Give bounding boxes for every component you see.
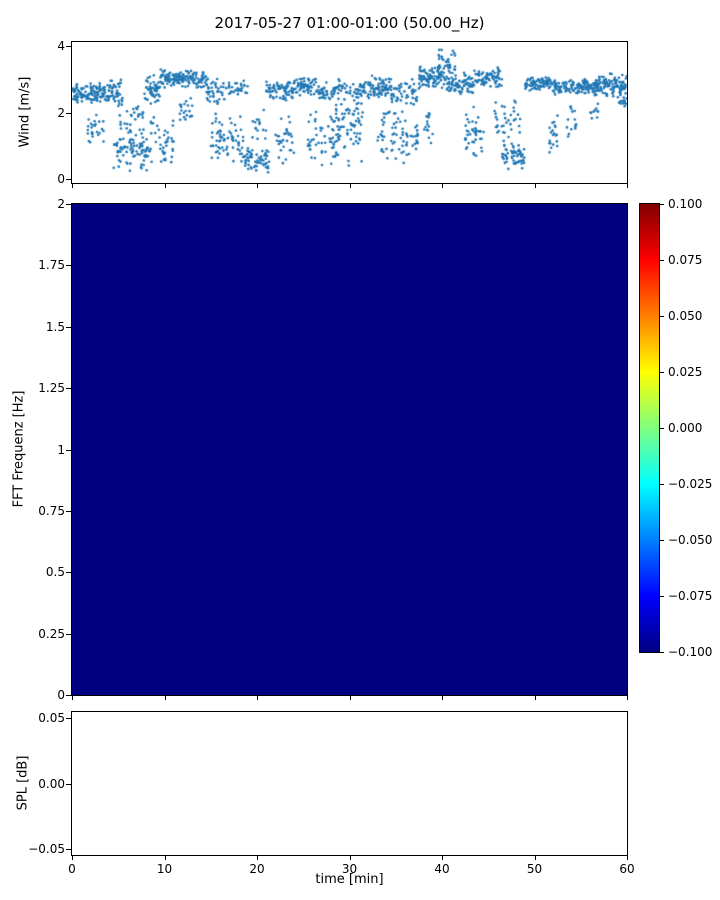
- fft-ytick-3-label: 1.25: [38, 381, 65, 396]
- wind-x-tick-5-mark: [534, 184, 536, 188]
- wind-x-tick-1-mark: [164, 184, 166, 188]
- spl-ytick-0-mark: [66, 717, 71, 719]
- colorbar-tick-7-label: −0.075: [668, 589, 713, 603]
- fft-ytick-0-mark: [66, 204, 71, 205]
- wind-ytick-0-label: 4: [57, 39, 65, 54]
- x-axis-label: time [min]: [315, 872, 384, 887]
- wind-axes: [71, 41, 628, 184]
- x-tick-3-label: 30: [341, 862, 358, 876]
- colorbar-tick-0-mark: [660, 204, 664, 205]
- colorbar-tick-2-label: 0.050: [668, 309, 703, 323]
- colorbar-tick-8-label: −0.100: [668, 645, 713, 659]
- fft-x-tick-3-mark: [349, 696, 351, 700]
- fft-ytick-7-label: 0.25: [38, 626, 65, 641]
- x-tick-5-mark: [534, 856, 536, 860]
- fft-ytick-5-label: 0.75: [38, 503, 65, 518]
- colorbar-tick-7-mark: [660, 596, 664, 597]
- fft-ytick-1-label: 1.75: [38, 258, 65, 273]
- x-tick-5-label: 50: [526, 862, 543, 876]
- x-tick-4-mark: [442, 856, 443, 860]
- colorbar-tick-5-mark: [660, 484, 664, 485]
- wind-x-tick-0-mark: [72, 184, 73, 188]
- fft-x-tick-5-mark: [534, 696, 536, 700]
- x-tick-0-mark: [72, 856, 73, 860]
- fft-ytick-1-mark: [66, 265, 71, 267]
- wind-ytick-1-mark: [66, 112, 71, 114]
- fft-ytick-3-mark: [66, 388, 71, 390]
- fft-ytick-2-label: 1.5: [45, 319, 65, 334]
- x-tick-1-label: 10: [156, 862, 173, 876]
- fft-ytick-7-mark: [66, 633, 71, 635]
- fft-ytick-4-mark: [66, 449, 71, 451]
- wind-ytick-2-mark: [66, 178, 71, 180]
- spl-ytick-0-label: 0.05: [38, 710, 65, 725]
- wind-ytick-2-label: 0: [57, 171, 65, 186]
- colorbar-tick-1-mark: [660, 260, 664, 261]
- colorbar-tick-8-mark: [660, 652, 664, 653]
- x-tick-6-label: 60: [619, 862, 635, 876]
- wind-x-tick-4-mark: [442, 184, 443, 188]
- colorbar-tick-6-mark: [660, 540, 664, 541]
- x-tick-3-mark: [349, 856, 351, 860]
- colorbar-tick-0-label: 0.100: [668, 197, 703, 211]
- spl-ytick-2-label: −0.05: [28, 842, 65, 857]
- fft-ytick-8-label: 0: [57, 688, 65, 702]
- colorbar-tick-1-label: 0.075: [668, 253, 703, 267]
- fft-spectrogram: [71, 203, 628, 696]
- fft-x-tick-1-mark: [164, 696, 166, 700]
- wind-ytick-1-label: 2: [57, 105, 65, 120]
- x-tick-4-label: 40: [434, 862, 450, 876]
- fft-ytick-5-mark: [66, 510, 71, 512]
- wind-x-tick-6-mark: [627, 184, 628, 188]
- colorbar-tick-6-label: −0.050: [668, 533, 713, 547]
- x-tick-1-mark: [164, 856, 166, 860]
- x-tick-2-label: 20: [249, 862, 265, 876]
- spl-ytick-1-mark: [66, 783, 71, 785]
- x-tick-2-mark: [257, 856, 258, 860]
- spl-ytick-2-mark: [66, 849, 71, 851]
- spl-ytick-1-label: 0.00: [38, 776, 65, 791]
- fft-x-tick-4-mark: [442, 696, 443, 700]
- figure-title: 2017-05-27 01:00-01:00 (50.00_Hz): [214, 14, 485, 32]
- fft-x-tick-2-mark: [257, 696, 258, 700]
- colorbar-tick-3-mark: [660, 372, 664, 373]
- x-tick-0-label: 0: [68, 862, 76, 876]
- spl-axes: [71, 711, 628, 856]
- colorbar-tick-2-mark: [660, 316, 664, 317]
- fft-ytick-8-mark: [66, 695, 71, 696]
- fft-ytick-2-mark: [66, 326, 71, 328]
- colorbar-tick-3-label: 0.025: [668, 365, 703, 379]
- colorbar-tick-5-label: −0.025: [668, 477, 713, 491]
- colorbar-tick-4-label: 0.000: [668, 421, 703, 435]
- fft-x-tick-0-mark: [72, 696, 73, 700]
- wind-ytick-0-mark: [66, 46, 71, 48]
- colorbar-tick-4-mark: [660, 428, 664, 429]
- fft-ytick-6-mark: [66, 572, 71, 574]
- wind-x-tick-2-mark: [257, 184, 258, 188]
- x-tick-6-mark: [627, 856, 628, 860]
- fft-ytick-4-label: 1: [57, 442, 65, 457]
- colorbar: [639, 203, 660, 653]
- fft-x-tick-6-mark: [627, 696, 628, 700]
- fft-ytick-0-label: 2: [57, 197, 65, 211]
- fft-ytick-6-label: 0.5: [45, 565, 65, 580]
- wind-scatter-canvas: [72, 42, 627, 183]
- wind-x-tick-3-mark: [349, 184, 351, 188]
